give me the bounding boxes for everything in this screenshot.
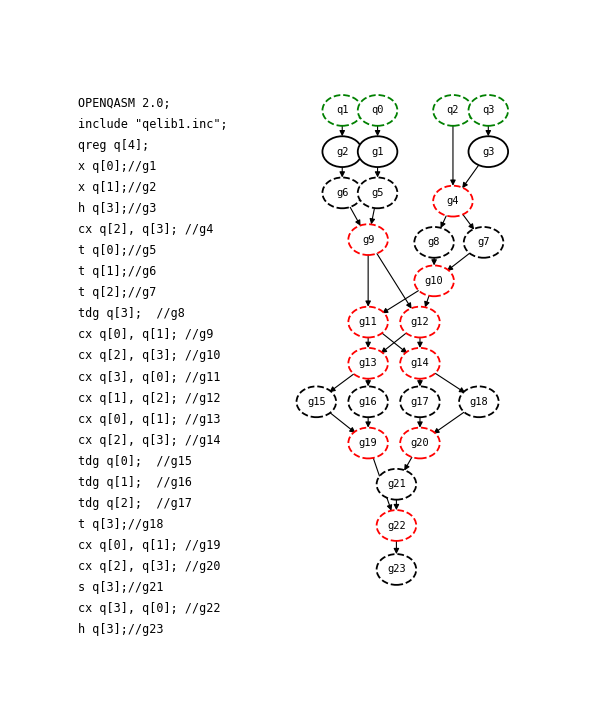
Ellipse shape bbox=[348, 386, 388, 417]
Ellipse shape bbox=[400, 428, 440, 458]
Text: g1: g1 bbox=[371, 146, 384, 156]
Ellipse shape bbox=[414, 266, 454, 296]
Ellipse shape bbox=[348, 224, 388, 255]
Text: g18: g18 bbox=[469, 397, 488, 407]
Ellipse shape bbox=[322, 136, 362, 167]
Text: s q[3];//g21: s q[3];//g21 bbox=[78, 581, 164, 594]
Text: g17: g17 bbox=[410, 397, 429, 407]
Ellipse shape bbox=[348, 348, 388, 378]
Text: g5: g5 bbox=[371, 188, 384, 198]
Text: cx q[0], q[1]; //g9: cx q[0], q[1]; //g9 bbox=[78, 328, 214, 341]
Text: q1: q1 bbox=[336, 106, 348, 116]
Ellipse shape bbox=[469, 95, 508, 126]
Ellipse shape bbox=[464, 227, 503, 258]
Text: g11: g11 bbox=[359, 317, 378, 327]
Text: cx q[0], q[1]; //g13: cx q[0], q[1]; //g13 bbox=[78, 413, 221, 426]
Ellipse shape bbox=[376, 469, 416, 500]
Text: q3: q3 bbox=[482, 106, 494, 116]
Text: cx q[0], q[1]; //g19: cx q[0], q[1]; //g19 bbox=[78, 539, 221, 552]
Text: g20: g20 bbox=[410, 438, 429, 448]
Text: q2: q2 bbox=[447, 106, 459, 116]
Text: h q[3];//g23: h q[3];//g23 bbox=[78, 623, 164, 636]
Ellipse shape bbox=[433, 95, 473, 126]
Text: g13: g13 bbox=[359, 358, 378, 368]
Text: x q[0];//g1: x q[0];//g1 bbox=[78, 160, 157, 173]
Text: t q[3];//g18: t q[3];//g18 bbox=[78, 518, 164, 531]
Text: g19: g19 bbox=[359, 438, 378, 448]
Text: cx q[2], q[3]; //g4: cx q[2], q[3]; //g4 bbox=[78, 223, 214, 236]
Ellipse shape bbox=[400, 348, 440, 378]
Text: cx q[1], q[2]; //g12: cx q[1], q[2]; //g12 bbox=[78, 391, 221, 405]
Ellipse shape bbox=[469, 136, 508, 167]
Text: tdg q[3];  //g8: tdg q[3]; //g8 bbox=[78, 307, 185, 321]
Text: g12: g12 bbox=[410, 317, 429, 327]
Text: g10: g10 bbox=[425, 276, 443, 286]
Ellipse shape bbox=[376, 510, 416, 541]
Ellipse shape bbox=[348, 307, 388, 338]
Text: g8: g8 bbox=[428, 237, 440, 247]
Text: g6: g6 bbox=[336, 188, 348, 198]
Text: cx q[2], q[3]; //g14: cx q[2], q[3]; //g14 bbox=[78, 434, 221, 447]
Text: cx q[3], q[0]; //g22: cx q[3], q[0]; //g22 bbox=[78, 603, 221, 615]
Text: qreg q[4];: qreg q[4]; bbox=[78, 139, 150, 152]
Ellipse shape bbox=[297, 386, 336, 417]
Ellipse shape bbox=[322, 95, 362, 126]
Text: tdg q[2];  //g17: tdg q[2]; //g17 bbox=[78, 497, 192, 510]
Text: g4: g4 bbox=[447, 196, 459, 206]
Text: g9: g9 bbox=[362, 235, 375, 245]
Ellipse shape bbox=[400, 386, 440, 417]
Ellipse shape bbox=[414, 227, 454, 258]
Text: tdg q[1];  //g16: tdg q[1]; //g16 bbox=[78, 476, 192, 489]
Text: OPENQASM 2.0;: OPENQASM 2.0; bbox=[78, 96, 171, 110]
Text: g7: g7 bbox=[477, 237, 490, 247]
Text: t q[0];//g5: t q[0];//g5 bbox=[78, 244, 157, 257]
Text: t q[1];//g6: t q[1];//g6 bbox=[78, 265, 157, 278]
Ellipse shape bbox=[358, 95, 398, 126]
Text: include "qelib1.inc";: include "qelib1.inc"; bbox=[78, 118, 228, 131]
Text: x q[1];//g2: x q[1];//g2 bbox=[78, 181, 157, 194]
Text: h q[3];//g3: h q[3];//g3 bbox=[78, 202, 157, 215]
Text: g21: g21 bbox=[387, 479, 406, 489]
Ellipse shape bbox=[433, 186, 473, 216]
Ellipse shape bbox=[376, 554, 416, 585]
Text: cx q[3], q[0]; //g11: cx q[3], q[0]; //g11 bbox=[78, 371, 221, 383]
Ellipse shape bbox=[348, 428, 388, 458]
Text: g23: g23 bbox=[387, 565, 406, 575]
Text: g14: g14 bbox=[410, 358, 429, 368]
Text: tdg q[0];  //g15: tdg q[0]; //g15 bbox=[78, 455, 192, 468]
Ellipse shape bbox=[400, 307, 440, 338]
Text: cx q[2], q[3]; //g10: cx q[2], q[3]; //g10 bbox=[78, 349, 221, 363]
Ellipse shape bbox=[358, 178, 398, 208]
Text: g15: g15 bbox=[307, 397, 326, 407]
Ellipse shape bbox=[358, 136, 398, 167]
Text: g2: g2 bbox=[336, 146, 348, 156]
Ellipse shape bbox=[459, 386, 499, 417]
Text: g16: g16 bbox=[359, 397, 378, 407]
Text: g3: g3 bbox=[482, 146, 494, 156]
Text: t q[2];//g7: t q[2];//g7 bbox=[78, 286, 157, 299]
Text: cx q[2], q[3]; //g20: cx q[2], q[3]; //g20 bbox=[78, 560, 221, 573]
Text: q0: q0 bbox=[371, 106, 384, 116]
Text: g22: g22 bbox=[387, 521, 406, 531]
Ellipse shape bbox=[322, 178, 362, 208]
